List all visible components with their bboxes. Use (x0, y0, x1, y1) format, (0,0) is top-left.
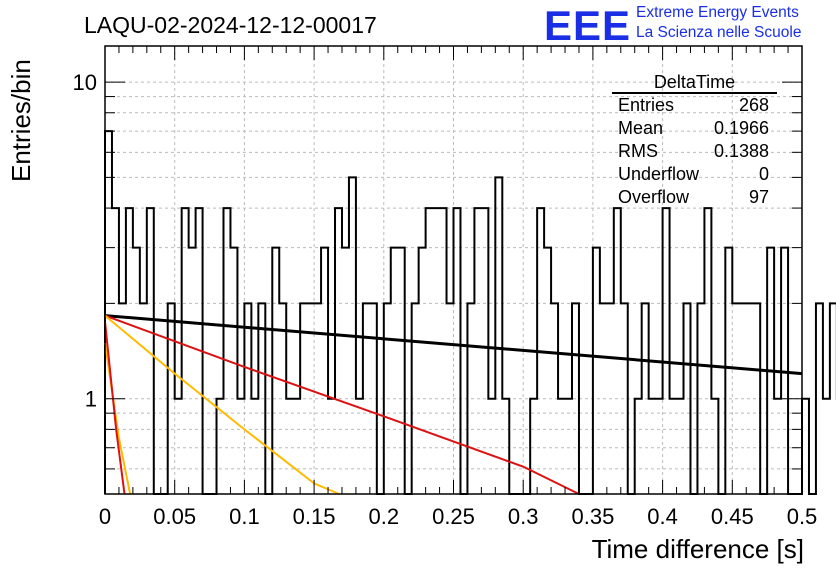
stats-value: 268 (738, 95, 769, 115)
x-tick-label: 0.35 (571, 504, 614, 529)
fit-curves (104, 314, 803, 495)
logo-text-line1: Extreme Energy Events (636, 4, 799, 21)
x-tick-label: 0.45 (711, 504, 754, 529)
fit-curve-2 (104, 314, 580, 495)
y-tick-labels: 1 10 (73, 70, 97, 412)
stats-value: 0.1966 (713, 118, 769, 138)
x-tick-label: 0.3 (508, 504, 539, 529)
stats-row-mean: Mean 0.1966 (612, 117, 777, 140)
x-tick-label: 0 (99, 504, 111, 529)
x-tick-label: 0.2 (369, 504, 400, 529)
stats-row-entries: Entries 268 (612, 94, 777, 117)
y-axis-label: Entries/bin (6, 59, 36, 182)
stats-value: 0 (758, 164, 769, 184)
stats-row-rms: RMS 0.1388 (612, 140, 777, 163)
x-tick-label: 0.15 (293, 504, 336, 529)
stats-label: Overflow (618, 187, 690, 207)
x-tick-label: 0.5 (787, 504, 818, 529)
x-tick-label: 0.05 (153, 504, 196, 529)
fit-curve-1 (104, 314, 803, 376)
stats-label: Underflow (618, 164, 700, 184)
y-tick-label: 1 (85, 387, 97, 412)
x-tick-label: 0.25 (432, 504, 475, 529)
stats-box: DeltaTime Entries 268 Mean 0.1966 RMS 0.… (612, 72, 777, 209)
x-tick-label: 0.1 (229, 504, 260, 529)
chart-title: LAQU-02-2024-12-12-00017 (84, 12, 377, 38)
stats-row-underflow: Underflow 0 (612, 163, 777, 186)
histogram-step-line (104, 130, 836, 495)
stats-row-overflow: Overflow 97 (612, 186, 777, 209)
fit-curve-5 (104, 321, 126, 495)
stats-title: DeltaTime (612, 72, 777, 94)
y-tick-label: 10 (73, 70, 97, 95)
x-axis-label: Time difference [s] (591, 534, 804, 564)
stats-value: 0.1388 (713, 141, 769, 161)
logo-text-line2: La Scienza nelle Scuole (636, 24, 802, 41)
x-tick-labels: 0 0.05 0.1 0.15 0.2 0.25 0.3 0.35 0.4 0.45 0.5 (99, 504, 817, 529)
stats-label: Entries (618, 95, 675, 115)
stats-label: RMS (618, 141, 658, 161)
axes (104, 45, 803, 495)
stats-label: Mean (618, 118, 664, 138)
x-tick-label: 0.4 (647, 504, 678, 529)
histogram-outline (104, 130, 836, 495)
fit-curve-3 (104, 314, 340, 495)
stats-value: 97 (748, 187, 769, 207)
eee-logo: EEE (544, 2, 632, 49)
